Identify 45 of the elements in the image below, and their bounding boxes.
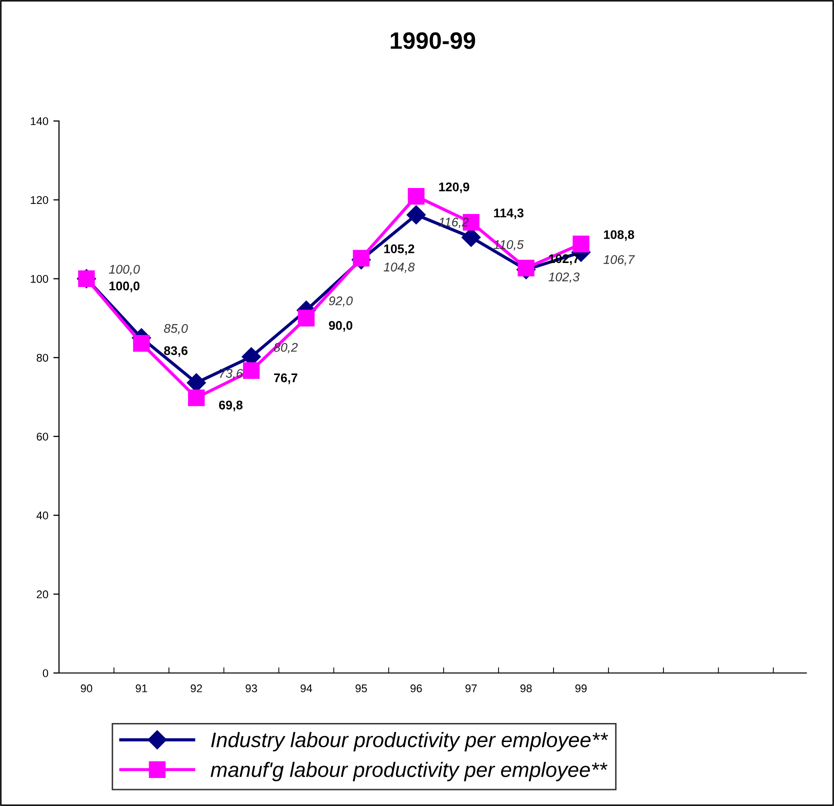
data-label: 76,7: [274, 373, 298, 384]
x-tick-label: 97: [465, 684, 477, 692]
point: [408, 188, 424, 205]
x-tick-label: 96: [410, 684, 422, 692]
data-label: 106,7: [604, 255, 635, 266]
chart-title: 1990-99: [390, 32, 476, 50]
data-label: 102,3: [548, 272, 580, 283]
x-tick-label: 94: [300, 684, 312, 692]
y-tick-label: 140: [30, 117, 48, 126]
point: [133, 335, 150, 352]
x-tick-label: 92: [190, 684, 202, 692]
legend-label: Industry labour productivity per employee**: [211, 732, 608, 752]
x-tick-label: 93: [246, 684, 258, 692]
x-tick-label: 91: [136, 684, 148, 692]
point: [518, 260, 534, 276]
legend-label: manuf'g labour productivity per employee**: [210, 762, 608, 782]
data-label: 104,8: [384, 262, 415, 273]
y-tick-label: 0: [42, 669, 48, 678]
y-tick-label: 20: [36, 590, 48, 598]
data-label: 114,3: [494, 208, 524, 220]
point: [406, 205, 426, 224]
data-label: 100,0: [109, 264, 140, 276]
data-label: 69,8: [219, 400, 243, 412]
y-tick-label: 80: [36, 354, 48, 362]
y-tick-label: 120: [30, 196, 48, 204]
data-label: 85,0: [164, 324, 188, 334]
point: [352, 250, 370, 267]
x-tick-label: 98: [520, 684, 532, 692]
data-label: 100,0: [109, 282, 140, 292]
data-label: 105,2: [384, 244, 414, 256]
point: [242, 362, 260, 379]
data-label: 83,6: [164, 346, 188, 357]
y-tick-label: 60: [36, 432, 48, 441]
x-tick-label: 99: [575, 684, 587, 692]
data-label: 120,9: [439, 182, 470, 194]
x-tick-label: 95: [356, 684, 367, 692]
data-label: 108,8: [604, 230, 634, 241]
x-tick-label: 90: [80, 684, 92, 692]
data-label: 90,0: [328, 320, 352, 332]
point: [572, 236, 590, 252]
y-tick-label: 40: [36, 512, 48, 520]
y-tick-label: 100: [30, 274, 48, 283]
data-label: 92,0: [328, 296, 353, 307]
point: [188, 389, 205, 406]
point: [298, 310, 315, 326]
